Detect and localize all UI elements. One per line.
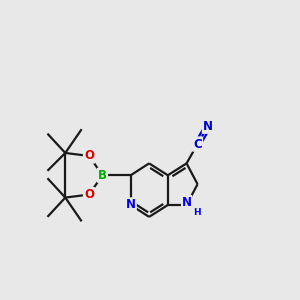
Text: H: H	[193, 208, 201, 217]
Text: N: N	[203, 120, 213, 133]
Text: B: B	[98, 169, 107, 182]
Text: O: O	[84, 188, 94, 201]
Text: N: N	[126, 199, 136, 212]
Text: O: O	[84, 149, 94, 162]
Text: C: C	[193, 138, 202, 151]
Text: N: N	[182, 196, 192, 208]
